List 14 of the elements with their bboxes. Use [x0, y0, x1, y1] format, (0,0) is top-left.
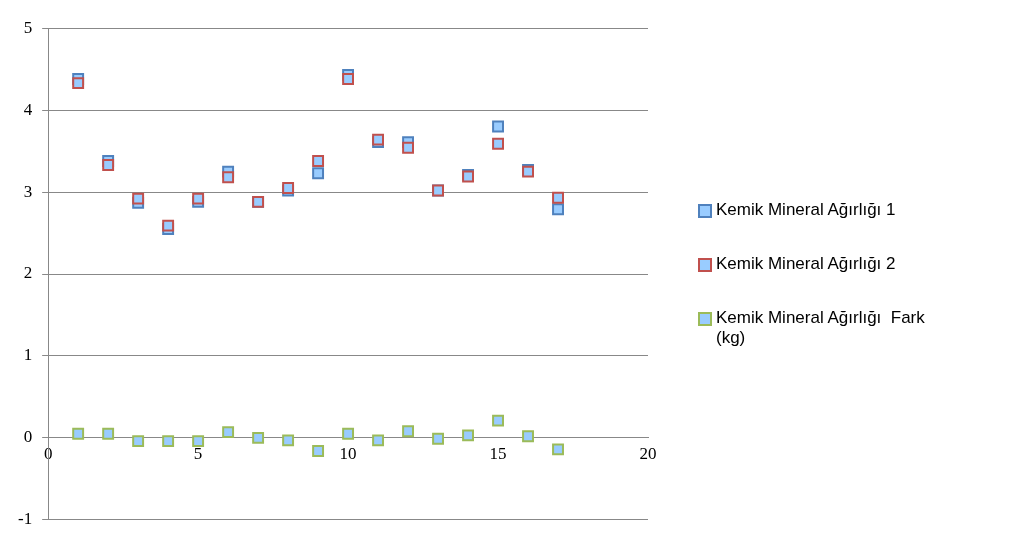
y-tick-label: -1 — [17, 509, 33, 529]
legend-label: Kemik Mineral Ağırlığı 2 — [716, 254, 897, 274]
legend-label: Kemik Mineral Ağırlığı Fark (kg) — [716, 308, 926, 348]
y-tick-label: 0 — [23, 427, 33, 447]
x-tick-label: 10 — [339, 443, 357, 463]
y-tick-label: 1 — [23, 345, 33, 365]
y-tick-label: 5 — [23, 17, 33, 37]
legend-label: Kemik Mineral Ağırlığı 1 — [716, 200, 897, 220]
x-tick-label: 15 — [489, 443, 507, 463]
y-tick-label: 2 — [23, 263, 33, 283]
x-tick-label: 20 — [639, 443, 657, 463]
y-tick-label: 3 — [23, 181, 33, 201]
x-tick-label: 5 — [193, 443, 203, 463]
y-tick-label: 4 — [23, 99, 33, 119]
